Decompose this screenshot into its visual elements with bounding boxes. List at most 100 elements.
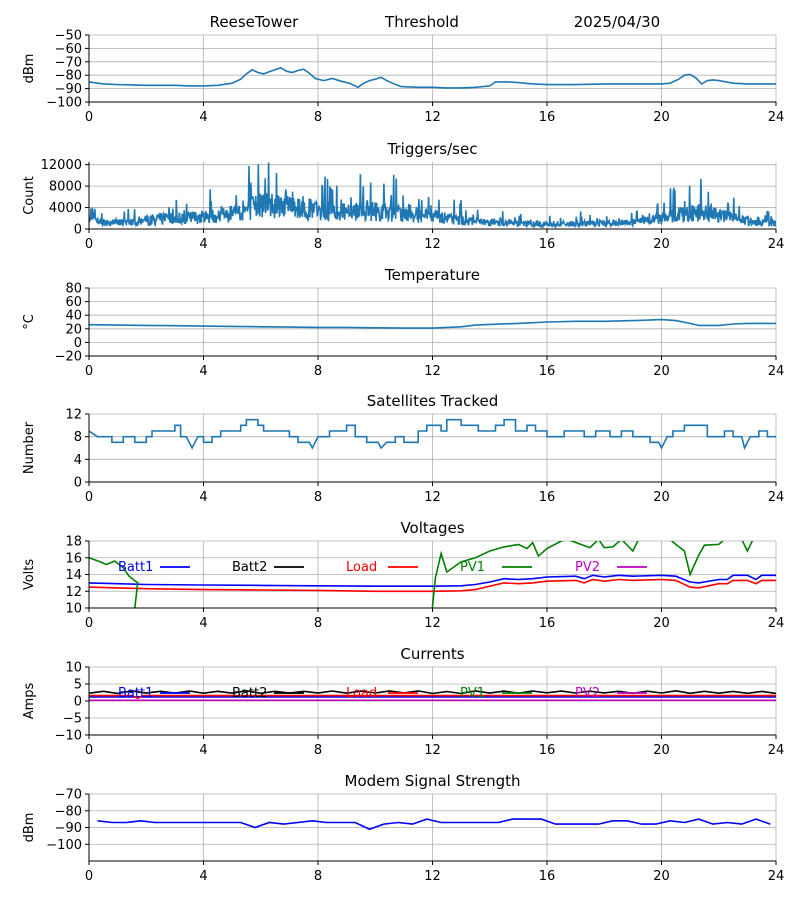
- y-axis-label: Count: [22, 176, 37, 215]
- y-axis-label: dBm: [22, 54, 37, 84]
- legend-label-pv2: PV2: [575, 560, 600, 575]
- chart-threshold: 0 4 8 12 16 20 24 −50−60−70−80−90−100 dBm: [22, 29, 784, 126]
- x-tick-label: 12: [424, 616, 441, 631]
- y-tick-label: 18: [65, 535, 82, 550]
- y-tick-label: 20: [65, 322, 82, 337]
- y-tick-label: 14: [65, 568, 82, 583]
- legend-label-pv1: PV1: [460, 560, 485, 575]
- x-tick-label: 4: [199, 490, 207, 505]
- header-station: ReeseTower: [210, 13, 300, 31]
- x-tick-label: 20: [653, 869, 670, 884]
- y-tick-label: 10: [65, 602, 82, 617]
- x-tick-label: 0: [85, 490, 93, 505]
- x-tick-label: 4: [199, 237, 207, 252]
- legend-label-batt2: Batt2: [232, 560, 267, 575]
- series-line-voltages-Batt1: [89, 574, 776, 587]
- x-tick-label: 16: [539, 616, 556, 631]
- x-tick-label: 24: [768, 364, 785, 379]
- x-tick-label: 20: [653, 364, 670, 379]
- x-tick-label: 8: [314, 869, 322, 884]
- x-tick-label: 0: [85, 364, 93, 379]
- x-tick-label: 0: [85, 110, 93, 125]
- x-tick-label: 12: [424, 869, 441, 884]
- header-date: 2025/04/30: [574, 13, 660, 31]
- legend-label-batt1: Batt1: [118, 560, 153, 575]
- legend-label-batt1: Batt1: [118, 686, 153, 701]
- y-tick-label: 80: [65, 282, 82, 297]
- chart-title: Modem Signal Strength: [345, 772, 521, 790]
- x-tick-label: 20: [653, 616, 670, 631]
- y-tick-label: 60: [65, 295, 82, 310]
- y-tick-label: −20: [55, 350, 82, 365]
- x-tick-label: 16: [539, 490, 556, 505]
- chart-currents: 0 4 8 12 16 20 24 −10 −5 0 5 10 Amps Currents Batt1 Bat…: [22, 645, 784, 758]
- x-tick-label: 0: [85, 869, 93, 884]
- y-tick-label: −80: [55, 69, 82, 84]
- x-tick-label: 24: [768, 490, 785, 505]
- x-tick-label: 8: [314, 110, 322, 125]
- y-tick-label: 16: [65, 551, 82, 566]
- x-tick-label: 4: [199, 869, 207, 884]
- y-tick-label: −50: [55, 29, 82, 44]
- chart-title: Triggers/sec: [387, 140, 478, 158]
- series-line-threshold-0: [89, 66, 776, 89]
- legend-label-load: Load: [346, 560, 377, 575]
- x-tick-label: 0: [85, 237, 93, 252]
- y-tick-label: 0: [74, 336, 82, 351]
- y-tick-label: 12: [65, 408, 82, 423]
- chart-modem: 0 4 8 12 16 20 24 −70−80 −90 −100 dBm Modem Signal …: [22, 772, 784, 884]
- x-tick-label: 4: [199, 616, 207, 631]
- y-axis-label: °C: [22, 314, 37, 330]
- y-tick-label: 8000: [49, 180, 82, 195]
- series-line-temperature-0: [89, 318, 776, 329]
- y-tick-label: 10: [65, 661, 82, 676]
- x-tick-label: 0: [85, 743, 93, 758]
- chart-satellites: 0 4 8 12 16 20 24 0 4 8 12 Number Satellites Tracked: [22, 392, 784, 505]
- x-tick-label: 8: [314, 364, 322, 379]
- chart-title: Currents: [400, 645, 464, 663]
- x-tick-label: 12: [424, 364, 441, 379]
- series-line-voltages-Load: [89, 578, 776, 593]
- legend-label-batt2: Batt2: [232, 686, 267, 701]
- x-tick-label: 4: [199, 743, 207, 758]
- y-tick-label: 0: [74, 223, 82, 238]
- series-line-triggers-0: [89, 162, 776, 229]
- x-tick-label: 24: [768, 110, 785, 125]
- x-tick-label: 16: [539, 869, 556, 884]
- legend-label-pv2: PV2: [575, 686, 600, 701]
- x-tick-label: 24: [768, 237, 785, 252]
- series-line-modem-0: [97, 818, 771, 831]
- x-tick-label: 8: [314, 616, 322, 631]
- x-tick-label: 20: [653, 743, 670, 758]
- chart-title: Temperature: [384, 266, 480, 284]
- series-line-currents-Batt2: [89, 689, 776, 695]
- y-tick-label: −70: [55, 788, 82, 803]
- y-tick-label: −5: [63, 712, 82, 727]
- x-tick-label: 16: [539, 743, 556, 758]
- y-tick-label: 0: [74, 695, 82, 710]
- legend-label-pv1: PV1: [460, 686, 485, 701]
- x-tick-label: 12: [424, 110, 441, 125]
- x-tick-label: 8: [314, 490, 322, 505]
- x-tick-label: 12: [424, 743, 441, 758]
- y-tick-label: −90: [55, 821, 82, 836]
- header-label: Threshold: [384, 13, 459, 31]
- y-tick-label: −60: [55, 42, 82, 57]
- y-tick-label: −100: [46, 96, 82, 111]
- x-tick-label: 8: [314, 743, 322, 758]
- chart-title: Satellites Tracked: [367, 392, 498, 410]
- chart-triggers: 0 4 8 12 16 20 24 0 4000 8000 12000 Count Triggers/s…: [22, 140, 784, 252]
- x-tick-label: 24: [768, 616, 785, 631]
- y-axis-label: Volts: [22, 559, 37, 591]
- x-tick-label: 16: [539, 364, 556, 379]
- x-tick-label: 24: [768, 869, 785, 884]
- y-tick-label: 12: [65, 585, 82, 600]
- y-tick-label: 8: [74, 430, 82, 445]
- y-axis-label: Amps: [22, 682, 37, 719]
- x-tick-label: 4: [199, 364, 207, 379]
- legend-label-load: Load: [346, 686, 377, 701]
